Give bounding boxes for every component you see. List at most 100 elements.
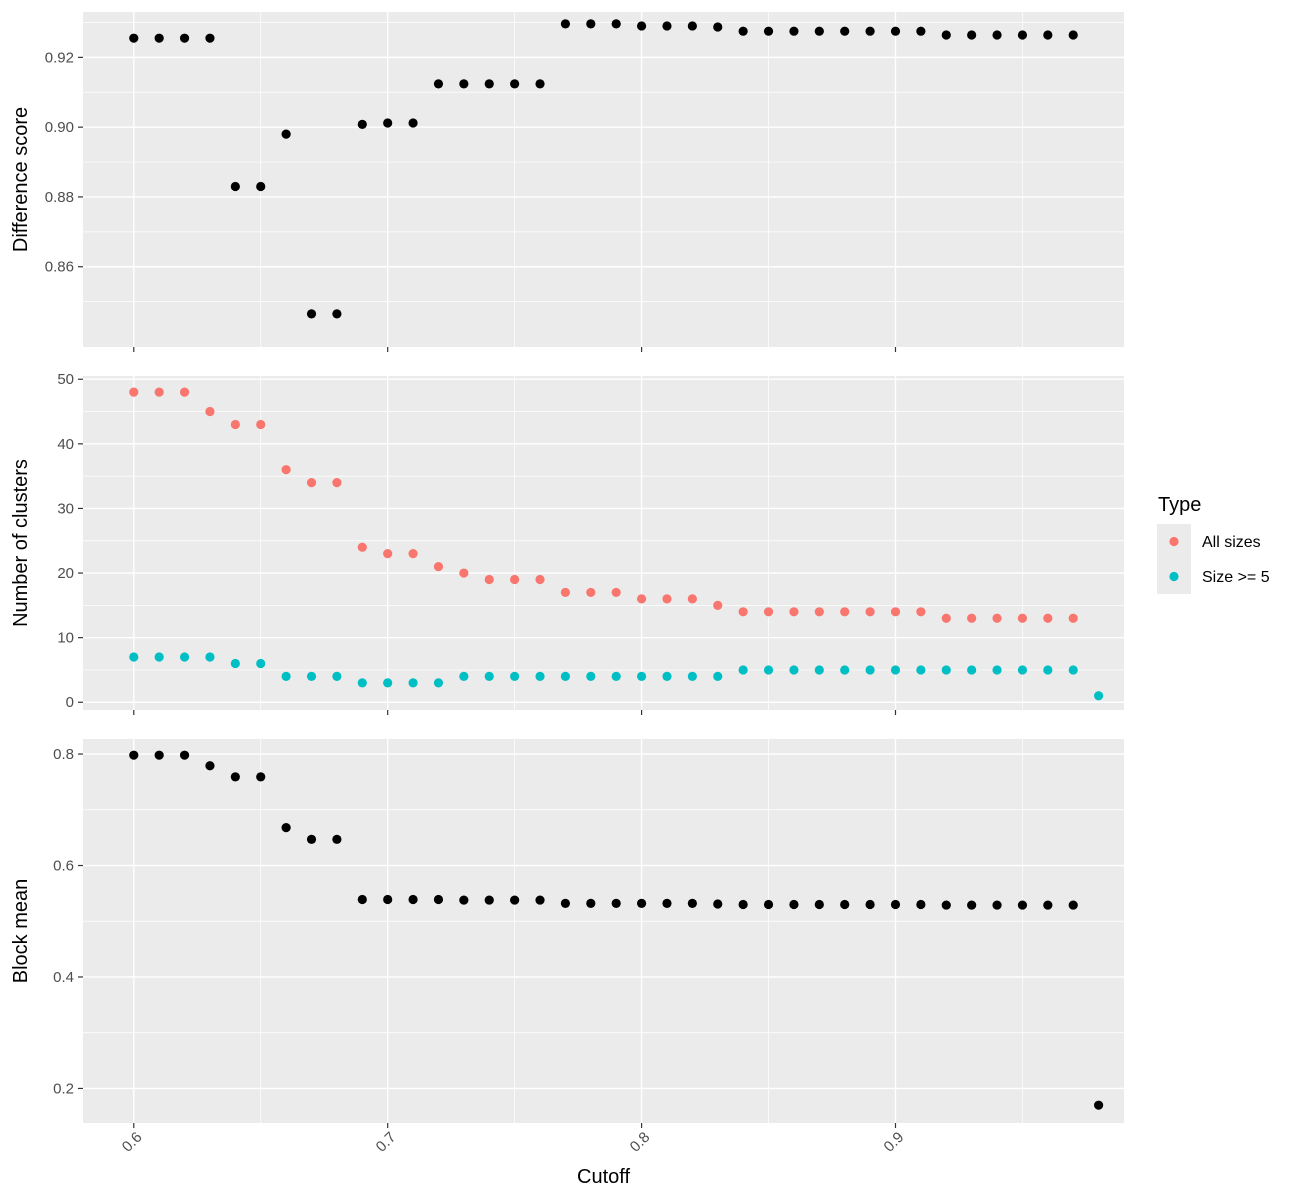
data-point [281,465,291,475]
data-point [408,549,418,559]
data-point [484,895,494,905]
data-point [636,21,647,31]
data-point [814,665,824,675]
data-point [992,900,1002,910]
data-point [433,894,444,905]
data-point [814,607,824,617]
data-point [459,79,469,89]
y-tick-label: 0.88 [45,189,74,206]
data-point [662,594,672,604]
data-point [256,772,266,782]
legend-key [1169,536,1179,547]
data-point [890,899,901,910]
y-tick-label: 0 [66,694,74,711]
data-point [281,671,291,682]
data-point [789,26,799,36]
data-point [636,594,647,604]
data-point [332,309,342,319]
data-point [662,671,672,682]
data-point [1068,30,1078,40]
y-tick-label: 0.8 [53,746,74,763]
data-point [636,671,647,682]
series-2 [129,652,1104,701]
data-point [1017,30,1028,40]
data-point [510,671,520,682]
data-point [789,899,799,910]
data-point [408,894,418,905]
data-point [154,750,164,760]
data-point [611,671,621,682]
data-point [535,895,545,905]
data-point [484,574,494,585]
data-point [179,387,190,397]
data-point [611,898,621,909]
data-point [840,607,850,617]
data-point [484,671,494,682]
data-point [967,30,977,40]
data-point [941,665,951,675]
legend-entry: Size >= 5 [1157,559,1270,594]
data-point [687,671,697,682]
data-point [129,387,139,397]
data-point [332,477,342,488]
data-point [129,750,139,760]
data-point [154,387,164,397]
data-point [662,21,672,31]
data-point [357,678,367,688]
x-tick-label: 0.9 [881,1129,908,1156]
data-point [916,26,926,36]
series-1 [129,387,1078,623]
data-point [738,26,748,36]
y-tick-label: 40 [57,436,74,453]
data-point [763,607,774,617]
data-point [306,834,317,844]
data-point [814,899,824,910]
data-point [941,900,951,910]
data-point [408,118,418,128]
data-point [840,665,850,675]
data-point [738,899,748,910]
data-point [459,671,469,682]
panel-background [83,376,1124,710]
y-tick-label: 20 [57,565,74,582]
data-point [1043,900,1053,910]
y-axis-title: Difference score [10,107,32,252]
data-point [357,542,367,552]
y-tick-label: 0.2 [53,1080,74,1097]
data-point [154,652,164,662]
data-point [840,899,850,910]
x-tick-label: 0.7 [373,1129,400,1156]
data-point [687,21,697,31]
legend-entry: All sizes [1157,524,1261,559]
data-point [510,895,520,905]
panel-2: 0 10 20 30 40 50 Number of clusters [10,371,1124,715]
panel-background [83,12,1124,347]
y-tick-label: 0.90 [45,119,74,136]
data-point [865,26,875,36]
data-point [992,613,1002,623]
data-point [916,899,926,910]
data-point [840,26,850,36]
data-point [967,665,977,675]
data-point [941,30,951,40]
y-tick-label: 0.86 [45,259,74,276]
data-point [1017,613,1028,623]
data-point [865,607,875,617]
data-point [738,607,748,617]
data-point [459,568,469,578]
data-point [433,79,444,89]
data-point [332,834,342,844]
y-tick-label: 0.4 [53,969,74,986]
data-point [611,587,621,598]
data-point [433,678,444,688]
data-point [510,79,520,89]
data-point [1068,613,1078,623]
data-point [129,33,139,43]
data-point [535,574,545,585]
data-point [560,898,571,909]
data-point [992,665,1002,675]
data-point [129,652,139,662]
data-point [459,895,469,905]
data-point [560,19,571,29]
data-point [383,678,393,688]
